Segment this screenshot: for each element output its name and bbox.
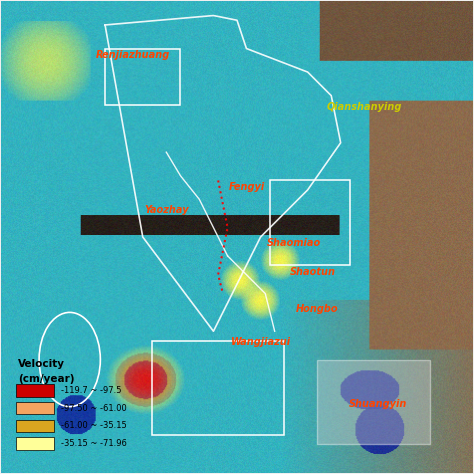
Bar (317, 359, 430, 444)
Text: Yaozhay: Yaozhay (144, 205, 189, 216)
Text: -61.00 ~ -35.15: -61.00 ~ -35.15 (61, 421, 127, 430)
Text: Shuangyin: Shuangyin (349, 399, 408, 409)
Text: -119.7 ~ -97.5: -119.7 ~ -97.5 (61, 386, 121, 395)
Text: Qianshanying: Qianshanying (327, 102, 402, 112)
Text: Renjiazhuang: Renjiazhuang (96, 50, 171, 60)
Text: Fengyi: Fengyi (228, 182, 264, 192)
Text: (cm/year): (cm/year) (18, 374, 74, 383)
Bar (270, 181, 350, 265)
FancyBboxPatch shape (16, 419, 54, 432)
Text: Shaotun: Shaotun (290, 267, 336, 277)
Bar (152, 341, 284, 435)
Text: -35.15 ~ -71.96: -35.15 ~ -71.96 (61, 439, 127, 448)
FancyBboxPatch shape (16, 438, 54, 450)
FancyBboxPatch shape (16, 384, 54, 397)
Text: -97.50 ~ -61.00: -97.50 ~ -61.00 (61, 404, 127, 412)
Bar (105, 48, 181, 105)
Text: Velocity: Velocity (18, 359, 65, 369)
Text: Hongbo: Hongbo (296, 304, 338, 314)
Text: Shaomiao: Shaomiao (266, 238, 321, 248)
Text: Wangjiazui: Wangjiazui (230, 337, 291, 347)
FancyBboxPatch shape (16, 402, 54, 414)
